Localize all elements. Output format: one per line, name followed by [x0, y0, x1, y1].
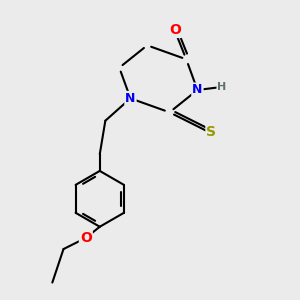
Text: O: O [169, 23, 181, 37]
Text: S: S [206, 125, 216, 139]
Text: N: N [192, 83, 203, 97]
Text: O: O [80, 231, 92, 245]
Text: H: H [218, 82, 226, 92]
Text: N: N [125, 92, 136, 105]
